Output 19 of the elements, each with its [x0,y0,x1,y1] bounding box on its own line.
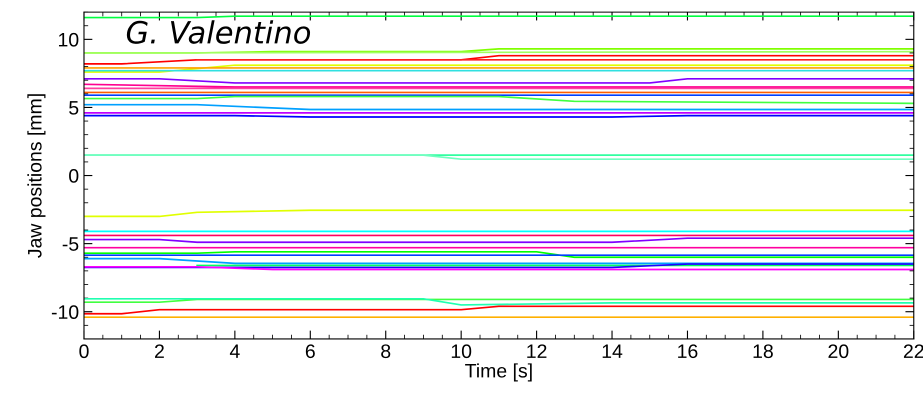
x-axis-title: Time [s] [465,363,532,382]
y-tick-label: -5 [62,237,78,251]
x-tick-label: 2 [155,344,164,358]
y-tick-label: -10 [52,305,78,319]
y-tick-label: 5 [69,101,78,115]
y-tick-label: 10 [58,32,78,47]
x-tick-label: 18 [754,344,773,358]
x-tick-label: 4 [230,344,240,358]
x-tick-label: 16 [678,344,698,358]
annotation: G. Valentino [126,20,310,44]
x-tick-label: 6 [306,344,315,358]
x-tick-label: 0 [79,344,89,358]
x-tick-label: 10 [452,344,472,358]
y-tick-label: 0 [69,169,78,183]
x-tick-label: 12 [527,344,546,358]
x-tick-label: 14 [602,344,622,358]
y-axis-title: Jaw positions [mm] [27,94,46,258]
x-tick-label: 20 [828,344,848,358]
x-tick-label: 8 [381,344,390,358]
